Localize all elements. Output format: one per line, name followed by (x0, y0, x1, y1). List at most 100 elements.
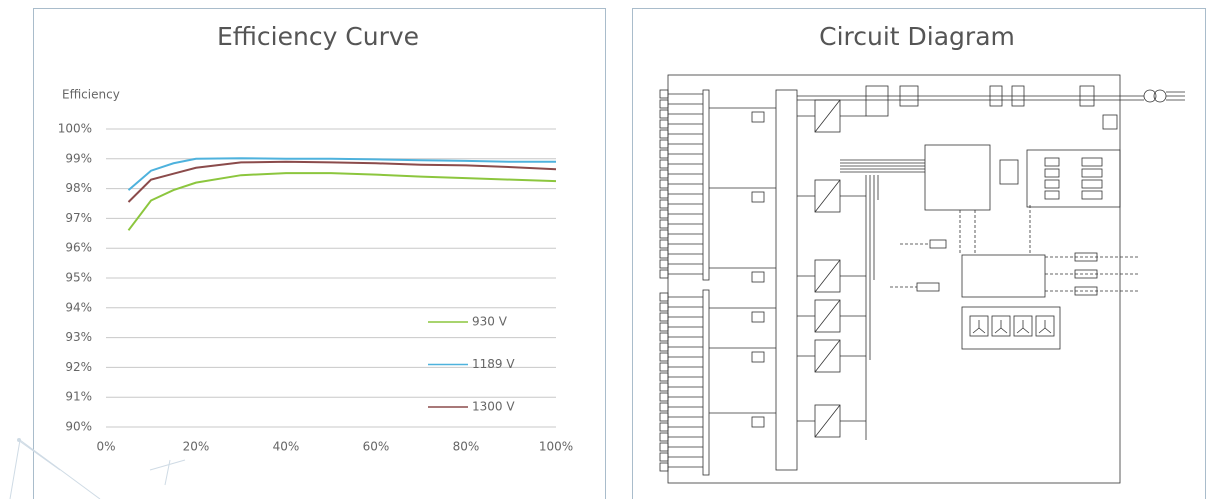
series-line (127, 157, 556, 191)
y-tick-label: 100% (58, 122, 92, 136)
fan (1035, 315, 1055, 337)
component (1044, 168, 1060, 178)
input-terminal (659, 322, 669, 332)
input-terminal (659, 99, 669, 109)
legend-label: 1300 V (472, 400, 515, 414)
input-terminal (659, 139, 669, 149)
input-terminal (659, 119, 669, 129)
fan-blade (1038, 320, 1052, 334)
protection-unit (1026, 149, 1121, 208)
component (751, 351, 765, 363)
wiring (709, 187, 866, 197)
converter-diagonal (814, 99, 841, 133)
cooling-system (961, 306, 1061, 350)
component (1081, 179, 1103, 189)
y-tick-label: 94% (65, 300, 92, 314)
y-tick-label: 92% (65, 360, 92, 374)
input-terminal (659, 422, 669, 432)
input-terminal (659, 302, 669, 312)
input-terminal (659, 149, 669, 159)
x-tick-label: 0% (96, 440, 115, 454)
x-tick-label: 40% (273, 440, 300, 454)
ac-bus (797, 91, 1185, 101)
converter-diagonal (814, 179, 841, 213)
y-axis-label: Efficiency (62, 88, 120, 102)
control-unit (924, 144, 991, 211)
component (1044, 190, 1060, 200)
input-terminal (659, 382, 669, 392)
input-terminal (659, 209, 669, 219)
component (929, 239, 947, 249)
wiring (709, 412, 866, 422)
input-terminal (659, 452, 669, 462)
input-terminal (659, 432, 669, 442)
chart-title: Efficiency Curve (217, 22, 419, 51)
wiring (709, 267, 866, 277)
component (751, 271, 765, 283)
converter-diagonal (814, 299, 841, 333)
fan-blade (994, 320, 1008, 334)
y-tick-label: 90% (65, 420, 92, 434)
fan (991, 315, 1011, 337)
input-terminal (659, 219, 669, 229)
x-tick-label: 100% (539, 440, 573, 454)
input-terminal (659, 402, 669, 412)
input-terminal (659, 89, 669, 99)
wiring (840, 159, 925, 440)
fan-blade (1016, 320, 1030, 334)
input-terminal (659, 372, 669, 382)
decoration (17, 438, 21, 442)
wiring (709, 347, 866, 357)
component (751, 111, 765, 123)
input-terminal (659, 269, 669, 279)
input-terminal (659, 129, 669, 139)
y-tick-label: 91% (65, 390, 92, 404)
x-tick-label: 80% (453, 440, 480, 454)
input-terminal (659, 179, 669, 189)
input-terminal (659, 392, 669, 402)
component (751, 416, 765, 428)
diagram-panel: Circuit Diagram (632, 8, 1206, 499)
input-terminal (659, 159, 669, 169)
panel-border (33, 8, 606, 499)
y-tick-label: 99% (65, 151, 92, 165)
input-terminal (659, 239, 669, 249)
component (1081, 190, 1103, 200)
input-terminal (659, 312, 669, 322)
input-terminal (659, 342, 669, 352)
component (1044, 179, 1060, 189)
legend-label: 1189 V (472, 357, 515, 371)
component (751, 311, 765, 323)
fan (1013, 315, 1033, 337)
input-terminal (659, 352, 669, 362)
input-terminal (659, 189, 669, 199)
decoration (9, 439, 186, 499)
monitor-unit (961, 254, 1046, 298)
dc-combiner (702, 289, 710, 476)
diagram-frame (667, 74, 1121, 484)
component (1081, 168, 1103, 178)
component (751, 191, 765, 203)
component (1044, 157, 1060, 167)
input-terminal (659, 332, 669, 342)
y-tick-label: 97% (65, 211, 92, 225)
wiring (890, 205, 1140, 292)
wiring (709, 307, 866, 317)
component (865, 85, 889, 117)
converter-diagonal (814, 404, 841, 438)
x-tick-label: 20% (183, 440, 210, 454)
input-terminal (659, 229, 669, 239)
converter-diagonal (814, 259, 841, 293)
y-tick-label: 95% (65, 271, 92, 285)
legend-label: 930 V (472, 315, 508, 329)
dc-combiner (702, 89, 710, 281)
component (1102, 114, 1118, 130)
chart-panel: Efficiency Curve Efficiency (9, 8, 606, 499)
diagram-title: Circuit Diagram (819, 22, 1015, 51)
series-line (127, 160, 557, 203)
input-terminal (659, 292, 669, 302)
y-tick-label: 98% (65, 181, 92, 195)
input-terminal (659, 109, 669, 119)
component (1081, 157, 1103, 167)
